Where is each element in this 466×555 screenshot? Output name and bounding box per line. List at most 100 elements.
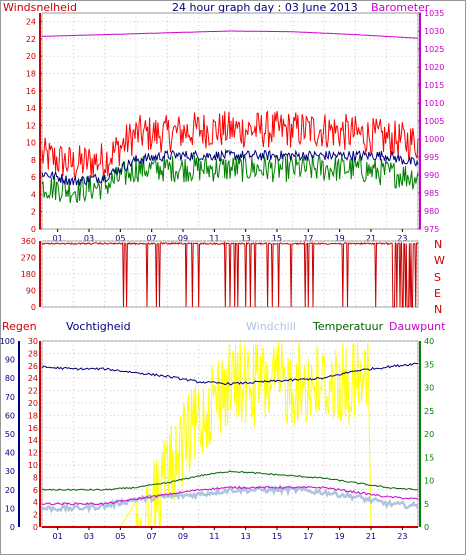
rain-ylabel-4: 4 (33, 498, 38, 507)
wind-ylabel-14: 14 (26, 104, 36, 113)
wind-xlabel-01: 01 (53, 234, 63, 243)
temp-ylabel-0: 0 (424, 523, 429, 532)
wind-series-0 (41, 110, 419, 179)
baro-ylabel-980: 980 (424, 207, 439, 216)
bot-xlabel-09: 09 (178, 532, 188, 541)
baro-ylabel-1005: 1005 (424, 117, 444, 126)
bot-xlabel-11: 11 (209, 532, 219, 541)
dir-ylabel-0: 0 (31, 303, 36, 312)
wind-ylabel-2: 2 (31, 208, 36, 217)
baro-ylabel-1025: 1025 (424, 45, 444, 54)
bot-xlabel-17: 17 (303, 532, 313, 541)
humidity-ylabel-40: 40 (5, 449, 15, 458)
chart-title: 24 hour graph day : 03 June 2013 (172, 1, 358, 14)
rain-ylabel-24: 24 (28, 374, 38, 383)
wind-xlabel-15: 15 (272, 234, 282, 243)
wind-speed-label: Windsnelheid (3, 1, 77, 14)
temp-ylabel-20: 20 (424, 430, 434, 439)
baro-ylabel-990: 990 (424, 171, 439, 180)
compass-w: W (434, 254, 445, 267)
compass-e: E (434, 287, 441, 300)
dewpoint-line (42, 485, 419, 506)
bot-xlabel-15: 15 (272, 532, 282, 541)
humidity-ylabel-60: 60 (5, 411, 15, 420)
humidity-ylabel-100: 100 (0, 337, 15, 346)
rain-ylabel-0: 0 (33, 523, 38, 532)
rain-ylabel-30: 30 (28, 337, 38, 346)
wind-panel: 0246810121416182022249759809859909951000… (26, 9, 445, 243)
wind-ylabel-6: 6 (31, 173, 36, 182)
rain-ylabel-20: 20 (28, 399, 38, 408)
compass-n-top: N (434, 238, 442, 251)
humidity-ylabel-70: 70 (5, 393, 15, 402)
rain-ylabel-26: 26 (28, 362, 38, 371)
temp-ylabel-35: 35 (424, 360, 434, 369)
dir-ylabel-270: 270 (21, 254, 36, 263)
temp-ylabel-25: 25 (424, 407, 434, 416)
compass-s: S (434, 271, 441, 284)
humidity-ylabel-10: 10 (5, 504, 15, 513)
baro-ylabel-995: 995 (424, 153, 439, 162)
wind-xlabel-03: 03 (84, 234, 94, 243)
compass-n-bottom: N (434, 303, 442, 316)
rain-ylabel-28: 28 (28, 349, 38, 358)
wind-ylabel-22: 22 (26, 35, 36, 44)
bot-xlabel-05: 05 (115, 532, 125, 541)
bot-xlabel-01: 01 (53, 532, 63, 541)
humidity-ylabel-20: 20 (5, 486, 15, 495)
bot-xlabel-19: 19 (335, 532, 345, 541)
temp-ylabel-10: 10 (424, 477, 434, 486)
temp-ylabel-40: 40 (424, 337, 434, 346)
wind-xlabel-05: 05 (115, 234, 125, 243)
wind-xlabel-19: 19 (335, 234, 345, 243)
wind-ylabel-4: 4 (31, 190, 36, 199)
rain-label: Regen (2, 320, 37, 333)
humidity-ylabel-50: 50 (5, 430, 15, 439)
wind-ylabel-10: 10 (26, 139, 36, 148)
wind-ylabel-18: 18 (26, 69, 36, 78)
dir-ylabel-360: 360 (21, 237, 36, 246)
dir-ylabel-180: 180 (21, 270, 36, 279)
humidity-label: Vochtigheid (66, 320, 131, 333)
windchill-line (41, 483, 420, 514)
wind-xlabel-09: 09 (178, 234, 188, 243)
wind-xlabel-23: 23 (397, 234, 407, 243)
wind-xlabel-21: 21 (366, 234, 376, 243)
baro-ylabel-1030: 1030 (424, 27, 444, 36)
baro-ylabel-975: 975 (424, 225, 439, 234)
baro-ylabel-985: 985 (424, 189, 439, 198)
barometer-line (41, 30, 419, 39)
humidity-ylabel-90: 90 (5, 356, 15, 365)
wind-ylabel-12: 12 (26, 121, 36, 130)
humidity-ylabel-0: 0 (10, 523, 15, 532)
bot-xlabel-23: 23 (397, 532, 407, 541)
rain-ylabel-14: 14 (28, 436, 38, 445)
wind-ylabel-8: 8 (31, 156, 36, 165)
direction-line (41, 241, 419, 308)
rain-ylabel-2: 2 (33, 511, 38, 520)
rain-ylabel-16: 16 (28, 424, 38, 433)
temp-ylabel-5: 5 (424, 500, 429, 509)
temp-ylabel-15: 15 (424, 453, 434, 462)
humidity-ylabel-30: 30 (5, 467, 15, 476)
rain-ylabel-12: 12 (28, 449, 38, 458)
wind-xlabel-07: 07 (147, 234, 157, 243)
bottom-panel: 0246810121416182022242628300102030405060… (0, 337, 434, 541)
wind-ylabel-0: 0 (31, 225, 36, 234)
rain-ylabel-22: 22 (28, 387, 38, 396)
rain-ylabel-8: 8 (33, 473, 38, 482)
wind-xlabel-11: 11 (209, 234, 219, 243)
humidity-ylabel-80: 80 (5, 374, 15, 383)
bot-xlabel-21: 21 (366, 532, 376, 541)
bot-xlabel-13: 13 (241, 532, 251, 541)
dir-ylabel-90: 90 (26, 287, 36, 296)
wind-ylabel-20: 20 (26, 52, 36, 61)
baro-ylabel-1035: 1035 (424, 9, 444, 18)
baro-ylabel-1010: 1010 (424, 99, 444, 108)
wind-xlabel-13: 13 (241, 234, 251, 243)
rain-ylabel-18: 18 (28, 411, 38, 420)
temperature-label: Temperatuur (312, 320, 384, 333)
temperature-line (41, 470, 419, 491)
humidity-line (41, 362, 419, 386)
